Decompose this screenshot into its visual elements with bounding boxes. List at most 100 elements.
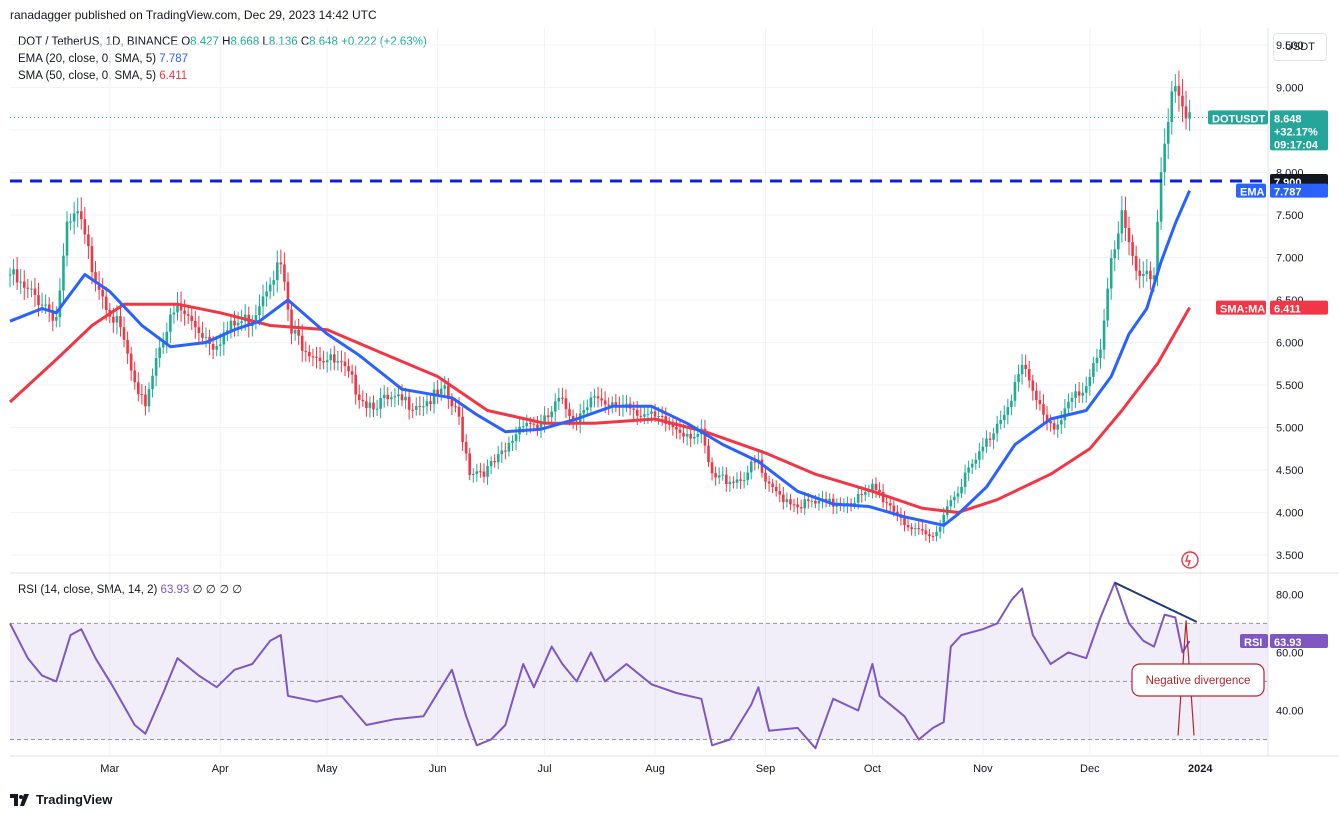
candle — [1184, 90, 1188, 130]
candle — [853, 497, 856, 509]
sma-legend[interactable]: SMA (50, close, 0, SMA, 5) 6.411 — [18, 70, 187, 82]
candle-body — [953, 496, 956, 501]
candle — [1149, 261, 1152, 290]
candle-body — [607, 404, 611, 406]
candle-body — [582, 409, 586, 414]
tradingview-logo[interactable]: TradingView — [10, 792, 112, 807]
candle — [739, 471, 742, 489]
candle — [407, 390, 411, 420]
candle-body — [678, 429, 682, 433]
candle — [229, 313, 233, 339]
rsi-tick-label: 40.00 — [1276, 705, 1304, 717]
candle-body — [272, 280, 276, 285]
candle-body — [336, 361, 340, 363]
candle-body — [55, 317, 58, 321]
ema-legend[interactable]: EMA (20, close, 0, SMA, 5) 7.787 — [18, 53, 188, 65]
candle-body — [596, 396, 600, 399]
candle — [479, 462, 482, 478]
candle — [390, 391, 393, 407]
candle — [144, 385, 147, 416]
alert-icon-ring — [1181, 551, 1199, 569]
candle — [632, 401, 635, 420]
candle-body — [436, 389, 439, 395]
candle — [340, 350, 343, 373]
candle — [129, 346, 133, 381]
candle-body — [856, 494, 860, 503]
candle — [347, 358, 350, 378]
candle — [365, 392, 368, 417]
candle-body — [543, 415, 546, 424]
time-tick-label: Aug — [645, 763, 665, 775]
candle — [69, 213, 72, 231]
candle-body — [814, 500, 817, 504]
candle-body — [308, 351, 311, 357]
candle-body — [69, 221, 72, 223]
candle — [293, 320, 297, 341]
candle — [222, 321, 226, 356]
alert-icon-bolt — [1185, 554, 1192, 567]
price-tick-label: 4.000 — [1276, 508, 1304, 520]
time-tick-label: May — [317, 763, 338, 775]
candle-body — [910, 527, 913, 530]
candle — [1013, 374, 1017, 407]
candle — [970, 459, 974, 474]
rsi-legend[interactable]: RSI (14, close, SMA, 14, 2) 63.93 ∅ ∅ ∅ … — [18, 582, 242, 596]
candle-body — [87, 234, 90, 247]
candle — [461, 407, 464, 451]
candle-body — [1166, 122, 1170, 144]
candle-body — [749, 461, 753, 473]
candle — [717, 467, 721, 485]
candle-body — [1188, 112, 1191, 119]
candle-body — [44, 304, 47, 306]
candle — [393, 388, 397, 408]
candle — [286, 272, 290, 322]
price-tick-label: 3.500 — [1276, 550, 1304, 562]
candle — [236, 311, 240, 337]
candle — [1141, 261, 1145, 288]
candle-body — [51, 310, 55, 321]
last-price-tag: 8.648+32.17%09:17:04 — [1270, 110, 1328, 151]
candle-body — [411, 409, 415, 411]
candle — [938, 519, 942, 539]
candle-body — [1084, 386, 1088, 393]
candle — [1035, 382, 1038, 410]
ema20-line — [9, 190, 1191, 527]
candle-body — [1152, 275, 1156, 280]
candle — [186, 305, 190, 324]
candle-body — [792, 504, 796, 506]
candle — [297, 318, 300, 345]
rsi-name-tag: RSI — [1240, 633, 1268, 649]
ema-name-tag: EMA — [1236, 183, 1266, 199]
candle — [1131, 234, 1134, 266]
currency-unit-button[interactable]: USDT — [1273, 33, 1327, 61]
candle-body — [1042, 404, 1045, 415]
candle-body — [190, 315, 194, 321]
candle-body — [418, 406, 422, 408]
candle-body — [286, 281, 290, 310]
annotation-pointer — [1177, 620, 1195, 736]
time-tick-label: Dec — [1080, 763, 1100, 775]
candle — [600, 388, 603, 407]
candle-body — [343, 361, 347, 367]
candle-body — [140, 394, 144, 396]
candle-body — [764, 472, 767, 482]
candle-body — [650, 411, 653, 414]
candle — [336, 350, 340, 371]
sma-name-tag-bg — [1216, 300, 1266, 315]
candle-body — [928, 534, 931, 537]
candle — [963, 464, 967, 495]
candle — [1099, 338, 1102, 369]
candle — [65, 211, 69, 267]
candle-body — [721, 474, 725, 476]
candle-body — [1060, 420, 1063, 425]
candle — [824, 491, 828, 508]
candle-body — [878, 489, 881, 493]
candle-body — [1088, 376, 1092, 387]
candle-body — [639, 415, 643, 417]
candle — [333, 345, 336, 371]
candle-body — [632, 408, 635, 410]
candles — [8, 70, 1268, 543]
sma50-line — [8, 302, 1191, 514]
candle-body — [240, 321, 243, 323]
